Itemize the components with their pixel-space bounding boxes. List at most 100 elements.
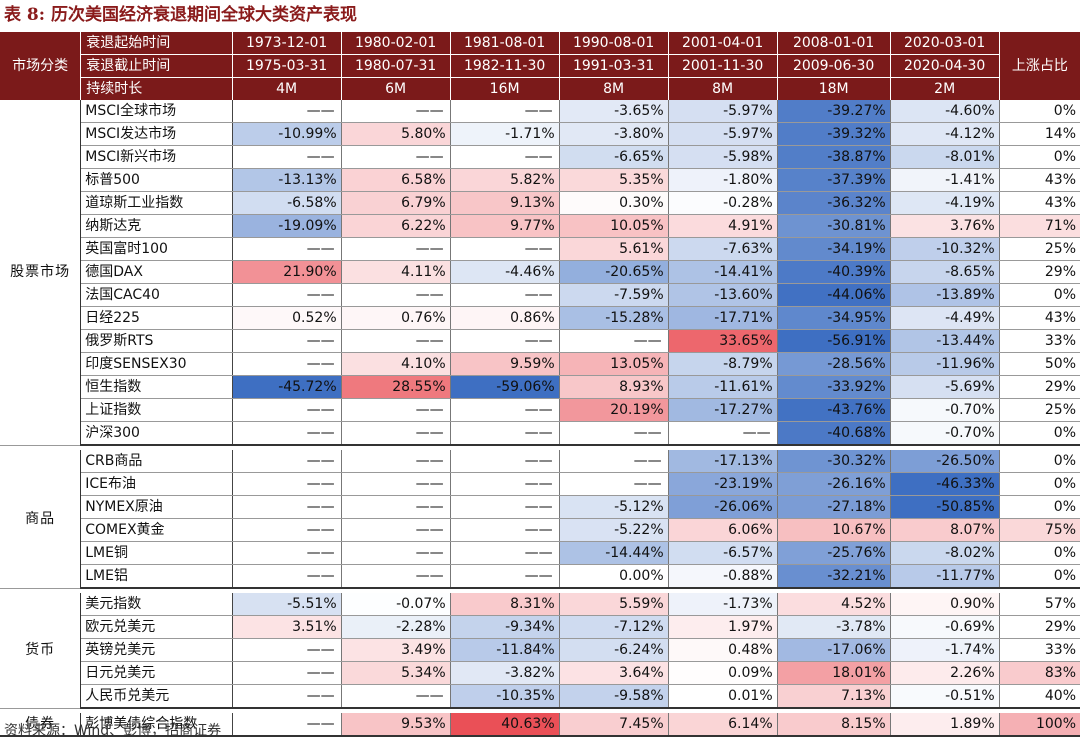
value-cell: -3.80% <box>559 122 669 146</box>
value-cell: 6.79% <box>341 191 451 215</box>
asset-name: LME铝 <box>80 564 233 589</box>
up-ratio-cell: 0% <box>999 564 1080 589</box>
value-cell: -4.19% <box>890 191 1000 215</box>
value-cell-empty: —— <box>232 472 342 496</box>
value-cell: 5.80% <box>341 122 451 146</box>
value-cell: -10.32% <box>890 237 1000 261</box>
value-cell: 5.82% <box>450 168 560 192</box>
value-cell-empty: —— <box>232 684 342 709</box>
value-cell-empty: —— <box>341 541 451 565</box>
table-row: 沪深300 —— —— —— —— —— -40.68% -0.70% 0% <box>0 421 1080 446</box>
value-cell: -44.06% <box>777 283 891 307</box>
group-label: 债券 <box>0 713 82 737</box>
up-ratio-cell: 0% <box>999 472 1080 496</box>
asset-name: 印度SENSEX30 <box>80 352 233 376</box>
value-cell-empty: —— <box>341 472 451 496</box>
value-cell: -1.41% <box>890 168 1000 192</box>
value-cell: -17.71% <box>668 306 778 330</box>
asset-performance-table: 市场分类 衰退起始时间 1973-12-01 1980-02-01 1981-0… <box>0 32 1080 737</box>
period-duration: 16M <box>450 77 560 100</box>
table-row: 恒生指数 -45.72% 28.55% -59.06% 8.93% -11.61% -33.… <box>0 375 1080 399</box>
value-cell-empty: —— <box>232 518 342 542</box>
value-cell: 0.09% <box>668 661 778 685</box>
period-start: 1990-08-01 <box>559 32 669 55</box>
table-row: LME铜 —— —— —— -14.44% -6.57% -25.76% -8.02% 0% <box>0 541 1080 565</box>
period-start: 1973-12-01 <box>232 32 342 55</box>
value-cell-empty: —— <box>559 472 669 496</box>
value-cell: 4.10% <box>341 352 451 376</box>
table-row: 法国CAC40 —— —— —— -7.59% -13.60% -44.06% -13.89%… <box>0 283 1080 307</box>
table-row: 欧元兑美元 3.51% -2.28% -9.34% -7.12% 1.97% -3.78% -… <box>0 615 1080 639</box>
period-end: 1980-07-31 <box>341 54 451 78</box>
value-cell: 6.22% <box>341 214 451 238</box>
period-start: 2001-04-01 <box>668 32 778 55</box>
value-cell: 4.91% <box>668 214 778 238</box>
table-row: 债券 彭博美债综合指数 —— 9.53% 40.63% 7.45% 6.14% 8.15% 1.… <box>0 713 1080 737</box>
period-end: 2009-06-30 <box>777 54 891 78</box>
value-cell-empty: —— <box>232 661 342 685</box>
asset-name: 上证指数 <box>80 398 233 422</box>
value-cell: -10.35% <box>450 684 560 709</box>
value-cell: -50.85% <box>890 495 1000 519</box>
value-cell: -4.49% <box>890 306 1000 330</box>
value-cell: -20.65% <box>559 260 669 284</box>
asset-name: NYMEX原油 <box>80 495 233 519</box>
value-cell-empty: —— <box>341 100 451 123</box>
value-cell: -5.51% <box>232 593 342 616</box>
value-cell: -1.80% <box>668 168 778 192</box>
value-cell-empty: —— <box>232 100 342 123</box>
asset-name: 英国富时100 <box>80 237 233 261</box>
value-cell: -26.06% <box>668 495 778 519</box>
value-cell: 0.86% <box>450 306 560 330</box>
asset-name: 德国DAX <box>80 260 233 284</box>
value-cell: -34.95% <box>777 306 891 330</box>
value-cell-empty: —— <box>232 352 342 376</box>
table-row: 道琼斯工业指数 -6.58% 6.79% 9.13% 0.30% -0.28% -36.32… <box>0 191 1080 215</box>
value-cell: -0.51% <box>890 684 1000 709</box>
value-cell: 8.31% <box>450 593 560 616</box>
table-row: 日元兑美元 —— 5.34% -3.82% 3.64% 0.09% 18.01% 2.26% 8… <box>0 661 1080 685</box>
asset-name: 道琼斯工业指数 <box>80 191 233 215</box>
value-cell: -6.57% <box>668 541 778 565</box>
value-cell: 5.59% <box>559 593 669 616</box>
asset-name: 沪深300 <box>80 421 233 446</box>
value-cell-empty: —— <box>232 329 342 353</box>
asset-name: 欧元兑美元 <box>80 615 233 639</box>
period-end: 2020-04-30 <box>890 54 1000 78</box>
value-cell: 9.59% <box>450 352 560 376</box>
source-note: 资料来源：Wind、彭博，招商证券 <box>4 723 222 739</box>
up-ratio-cell: 43% <box>999 306 1080 330</box>
value-cell: -17.13% <box>668 450 778 473</box>
value-cell-empty: —— <box>232 421 342 446</box>
value-cell: 10.67% <box>777 518 891 542</box>
table-row: COMEX黄金 —— —— —— -5.22% 6.06% 10.67% 8.07% 75% <box>0 518 1080 542</box>
value-cell: -28.56% <box>777 352 891 376</box>
value-cell-empty: —— <box>232 283 342 307</box>
period-duration: 6M <box>341 77 451 100</box>
table-row: 印度SENSEX30 —— 4.10% 9.59% 13.05% -8.79% -28.56… <box>0 352 1080 376</box>
value-cell-empty: —— <box>232 541 342 565</box>
asset-name: CRB商品 <box>80 450 233 473</box>
up-ratio-cell: 33% <box>999 638 1080 662</box>
period-end: 1991-03-31 <box>559 54 669 78</box>
category-header: 市场分类 <box>0 32 82 100</box>
table-title-text: 历次美国经济衰退期间全球大类资产表现 <box>51 5 358 25</box>
value-cell: 8.15% <box>777 713 891 737</box>
value-cell-empty: —— <box>232 495 342 519</box>
group-label: 商品 <box>0 450 82 589</box>
value-cell: -6.65% <box>559 145 669 169</box>
value-cell: -8.02% <box>890 541 1000 565</box>
value-cell-empty: —— <box>668 421 778 446</box>
value-cell: -13.89% <box>890 283 1000 307</box>
value-cell: 4.52% <box>777 593 891 616</box>
value-cell: 13.05% <box>559 352 669 376</box>
value-cell: -56.91% <box>777 329 891 353</box>
value-cell: -45.72% <box>232 375 342 399</box>
value-cell-empty: —— <box>450 421 560 446</box>
period-end: 1982-11-30 <box>450 54 560 78</box>
value-cell: -9.58% <box>559 684 669 709</box>
value-cell-empty: —— <box>450 283 560 307</box>
value-cell: -37.39% <box>777 168 891 192</box>
asset-name: 英镑兑美元 <box>80 638 233 662</box>
table-header: 市场分类 衰退起始时间 1973-12-01 1980-02-01 1981-0… <box>0 32 1080 100</box>
